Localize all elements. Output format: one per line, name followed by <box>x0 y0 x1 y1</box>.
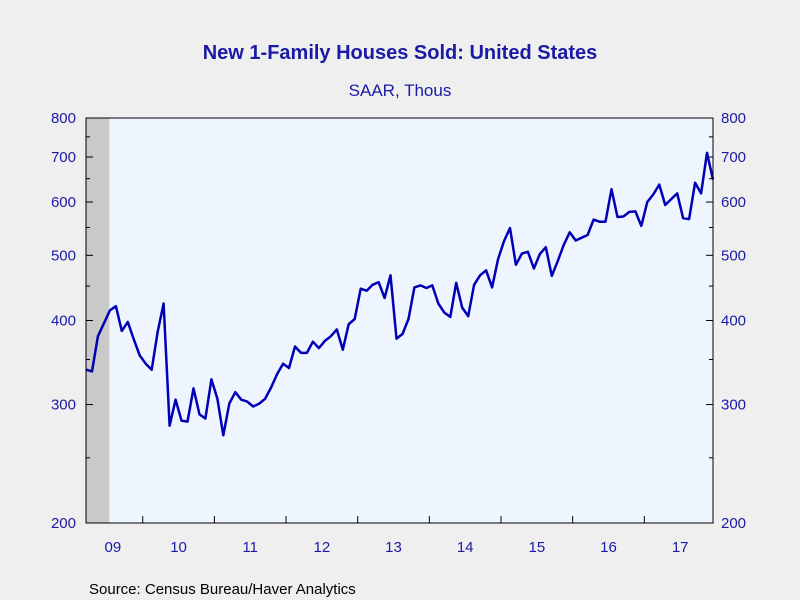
x-tick-label: 14 <box>457 539 474 556</box>
y-tick-label-right: 400 <box>721 313 746 330</box>
y-tick-label-left: 800 <box>51 110 76 127</box>
x-tick-label: 16 <box>600 539 617 556</box>
chart-subtitle: SAAR, Thous <box>349 81 452 100</box>
y-tick-label-right: 500 <box>721 247 746 264</box>
source-note: Source: Census Bureau/Haver Analytics <box>89 581 356 598</box>
x-tick-label: 13 <box>385 539 402 556</box>
y-tick-label-left: 200 <box>51 515 76 532</box>
y-axis: 200 200 300 300 400 400 500 500 600 600 700 700 800 8… <box>51 110 746 532</box>
y-tick-label-left: 600 <box>51 194 76 211</box>
y-tick-label-left: 700 <box>51 149 76 166</box>
x-tick-label: 12 <box>314 539 331 556</box>
y-tick-label-right: 200 <box>721 515 746 532</box>
y-tick-label-right: 300 <box>721 397 746 414</box>
recession-shading <box>86 118 110 523</box>
x-axis: 09 10 11 12 13 14 15 16 17 <box>105 516 689 556</box>
y-tick-label-right: 800 <box>721 110 746 127</box>
x-tick-label: 15 <box>528 539 545 556</box>
y-tick-label-left: 400 <box>51 313 76 330</box>
y-tick-label-right: 600 <box>721 194 746 211</box>
y-tick-label-left: 500 <box>51 247 76 264</box>
plot-border <box>85 117 714 524</box>
chart-title: New 1-Family Houses Sold: United States <box>203 42 598 64</box>
x-tick-label: 09 <box>105 539 122 556</box>
x-tick-label: 11 <box>242 539 258 556</box>
series-line <box>85 151 715 437</box>
x-tick-label: 10 <box>170 539 187 556</box>
y-tick-label-right: 700 <box>721 149 746 166</box>
y-tick-label-left: 300 <box>51 397 76 414</box>
plot-area <box>86 118 713 523</box>
x-tick-label: 17 <box>672 539 689 556</box>
